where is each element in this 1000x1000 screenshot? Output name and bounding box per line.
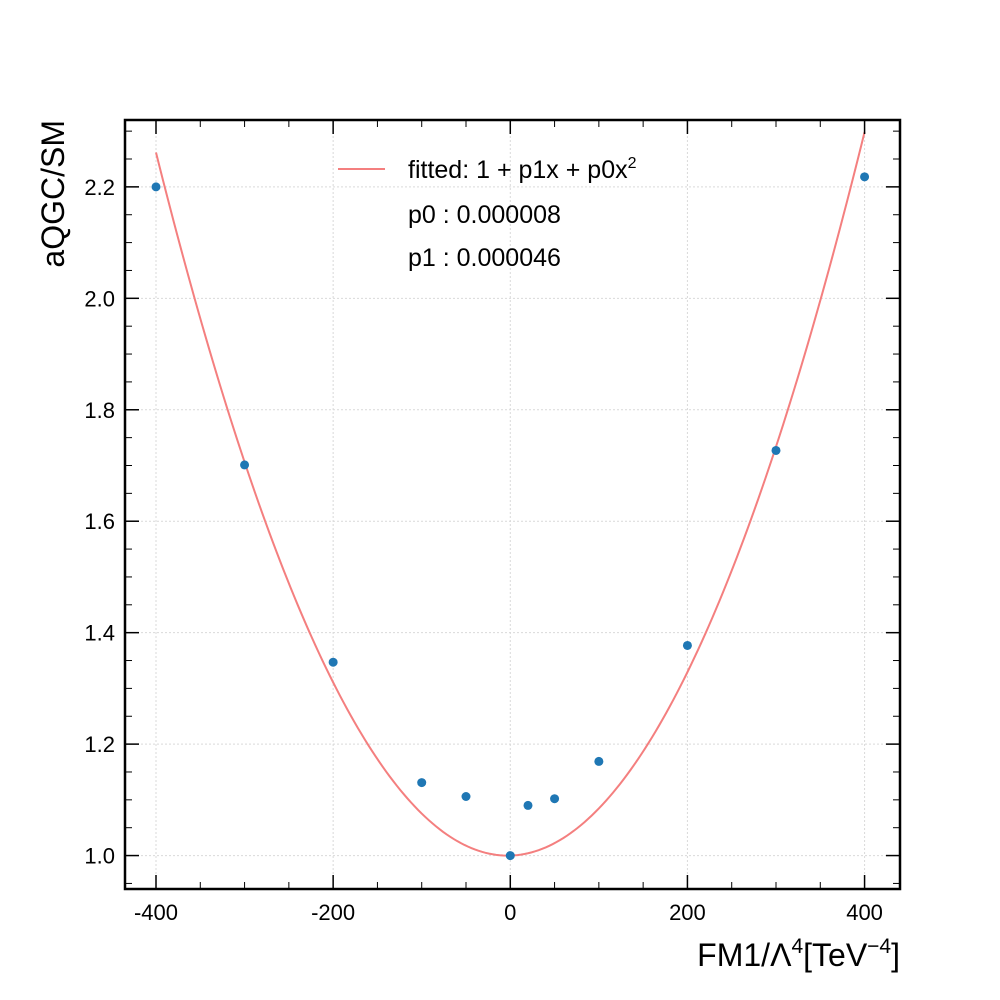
annotation-p0: p0 : 0.000008: [408, 201, 561, 229]
x-tick-label: 200: [669, 900, 706, 925]
y-tick-label: 1.2: [84, 732, 115, 757]
x-tick-label: 0: [504, 900, 516, 925]
x-axis-label: FM1/Λ4[TeV−4]: [697, 935, 900, 973]
x-tick-label: -400: [134, 900, 178, 925]
y-axis-label: aQGC/SM: [35, 120, 71, 268]
data-point: [328, 657, 338, 667]
data-point: [417, 778, 427, 788]
data-point: [550, 794, 560, 804]
data-point: [523, 800, 533, 810]
y-tick-label: 1.6: [84, 509, 115, 534]
x-tick-label: -200: [311, 900, 355, 925]
data-point: [461, 791, 471, 801]
data-points: [151, 172, 870, 861]
y-tick-label: 1.8: [84, 398, 115, 423]
grid: [125, 120, 900, 889]
data-point: [682, 640, 692, 650]
plot-frame: [123, 118, 902, 891]
data-point: [594, 756, 604, 766]
y-tick-label: 1.4: [84, 621, 115, 646]
y-tick-label: 2.0: [84, 286, 115, 311]
annotation-p1: p1 : 0.000046: [408, 244, 561, 272]
data-point: [505, 851, 515, 861]
data-point: [860, 172, 870, 182]
y-tick-label: 2.2: [84, 175, 115, 200]
data-point: [240, 460, 250, 470]
data-point: [771, 445, 781, 455]
data-point: [151, 182, 161, 192]
legend-entry-fitted: fitted: 1 + p1x + p0x2: [408, 155, 637, 184]
y-tick-label: 1.0: [84, 844, 115, 869]
x-tick-label: 400: [846, 900, 883, 925]
legend: fitted: 1 + p1x + p0x2 p0 : 0.000008 p1 …: [338, 155, 637, 272]
axis-ticks: -400 -200 0 200 400 1.0 1.2 1.4 1.6 1.8 2.0 2.2: [84, 120, 900, 925]
